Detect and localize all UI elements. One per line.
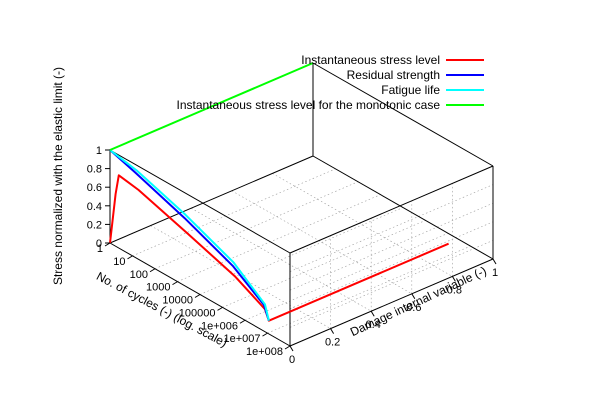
grid-line-y: [191, 207, 372, 312]
x-tick-label: 1000: [146, 282, 170, 294]
y-tick-mark: [330, 328, 335, 334]
legend-label-2: Residual strength: [347, 68, 440, 82]
axes-box-edge: [289, 258, 494, 347]
y-tick-label: 0.8: [447, 284, 462, 296]
grid-line-x: [132, 168, 336, 257]
x-tick-label: 10: [113, 256, 125, 268]
x-tick-mark: [149, 268, 156, 273]
z-tick-label: 1: [96, 145, 102, 157]
x-tick-label: 100000: [179, 307, 216, 319]
y-tick-label: 0.2: [325, 337, 340, 349]
z-tick-label: 0.2: [87, 219, 102, 231]
grid-line-back-z: [289, 202, 494, 291]
axes-box-edge: [312, 62, 494, 167]
grid-line-x: [267, 245, 471, 334]
z-tick-label: 0.6: [87, 182, 102, 194]
x-tick-label: 100: [130, 269, 148, 281]
x-tick-mark: [194, 294, 201, 298]
series-group: [109, 62, 449, 322]
y-tick-mark: [492, 258, 497, 265]
y-tick-label: 0.6: [406, 302, 421, 314]
grid-line-x: [154, 181, 359, 270]
y-tick-label: 0.4: [366, 319, 381, 331]
grid-line-x: [199, 207, 404, 295]
x-tick-mark: [217, 306, 223, 311]
series-line-1: [109, 174, 449, 322]
y-tick-label: 0: [289, 354, 295, 366]
grid-line-x: [244, 232, 449, 321]
x-tick-label: 1e+007: [223, 333, 260, 345]
tick-labels: 1101001000100001000001e+0061e+0071e+0080…: [87, 145, 498, 366]
axes-box-edge: [289, 165, 494, 254]
y-tick-label: 1: [492, 267, 498, 279]
y-tick-mark: [289, 345, 294, 352]
x-tick-label: 1: [97, 243, 103, 255]
y-tick-mark: [411, 293, 416, 300]
x-tick-mark: [262, 332, 268, 337]
grid-line-back-z: [289, 240, 494, 328]
axes-box-edge: [109, 149, 291, 254]
y-axis-label: Damage internal variable (-): [348, 264, 489, 340]
grid-line-y: [150, 225, 331, 329]
grid-line-y: [272, 173, 453, 277]
x-tick-mark: [284, 345, 291, 350]
axes-box-edge: [312, 155, 494, 260]
x-tick-mark: [172, 281, 178, 286]
y-tick-mark: [370, 310, 375, 317]
z-tick-label: 0.4: [87, 201, 102, 213]
grid-line-back-z: [289, 184, 494, 272]
x-tick-label: 1e+008: [246, 346, 283, 358]
grid-line-y: [231, 190, 412, 295]
z-axis-label: Stress normalized with the elastic limit…: [51, 67, 65, 285]
y-tick-mark: [451, 276, 456, 282]
legend-label-1: Instantaneous stress level: [301, 53, 440, 67]
grid-line-x: [177, 194, 381, 282]
x-tick-label: 1e+006: [201, 320, 238, 332]
x-tick-mark: [239, 319, 246, 324]
legend-label-3: Fatigue life: [381, 83, 440, 97]
series-line-4: [109, 62, 314, 151]
x-tick-mark: [127, 255, 133, 260]
z-tick-label: 0: [96, 238, 102, 250]
x-tick-label: 10000: [162, 295, 193, 307]
z-tick-label: 0.8: [87, 164, 102, 176]
series-line-3: [109, 149, 270, 321]
legend-label-4: Instantaneous stress level for the monot…: [177, 98, 441, 112]
grid-line-back-z: [289, 221, 494, 310]
axes-box-edge: [109, 155, 314, 244]
